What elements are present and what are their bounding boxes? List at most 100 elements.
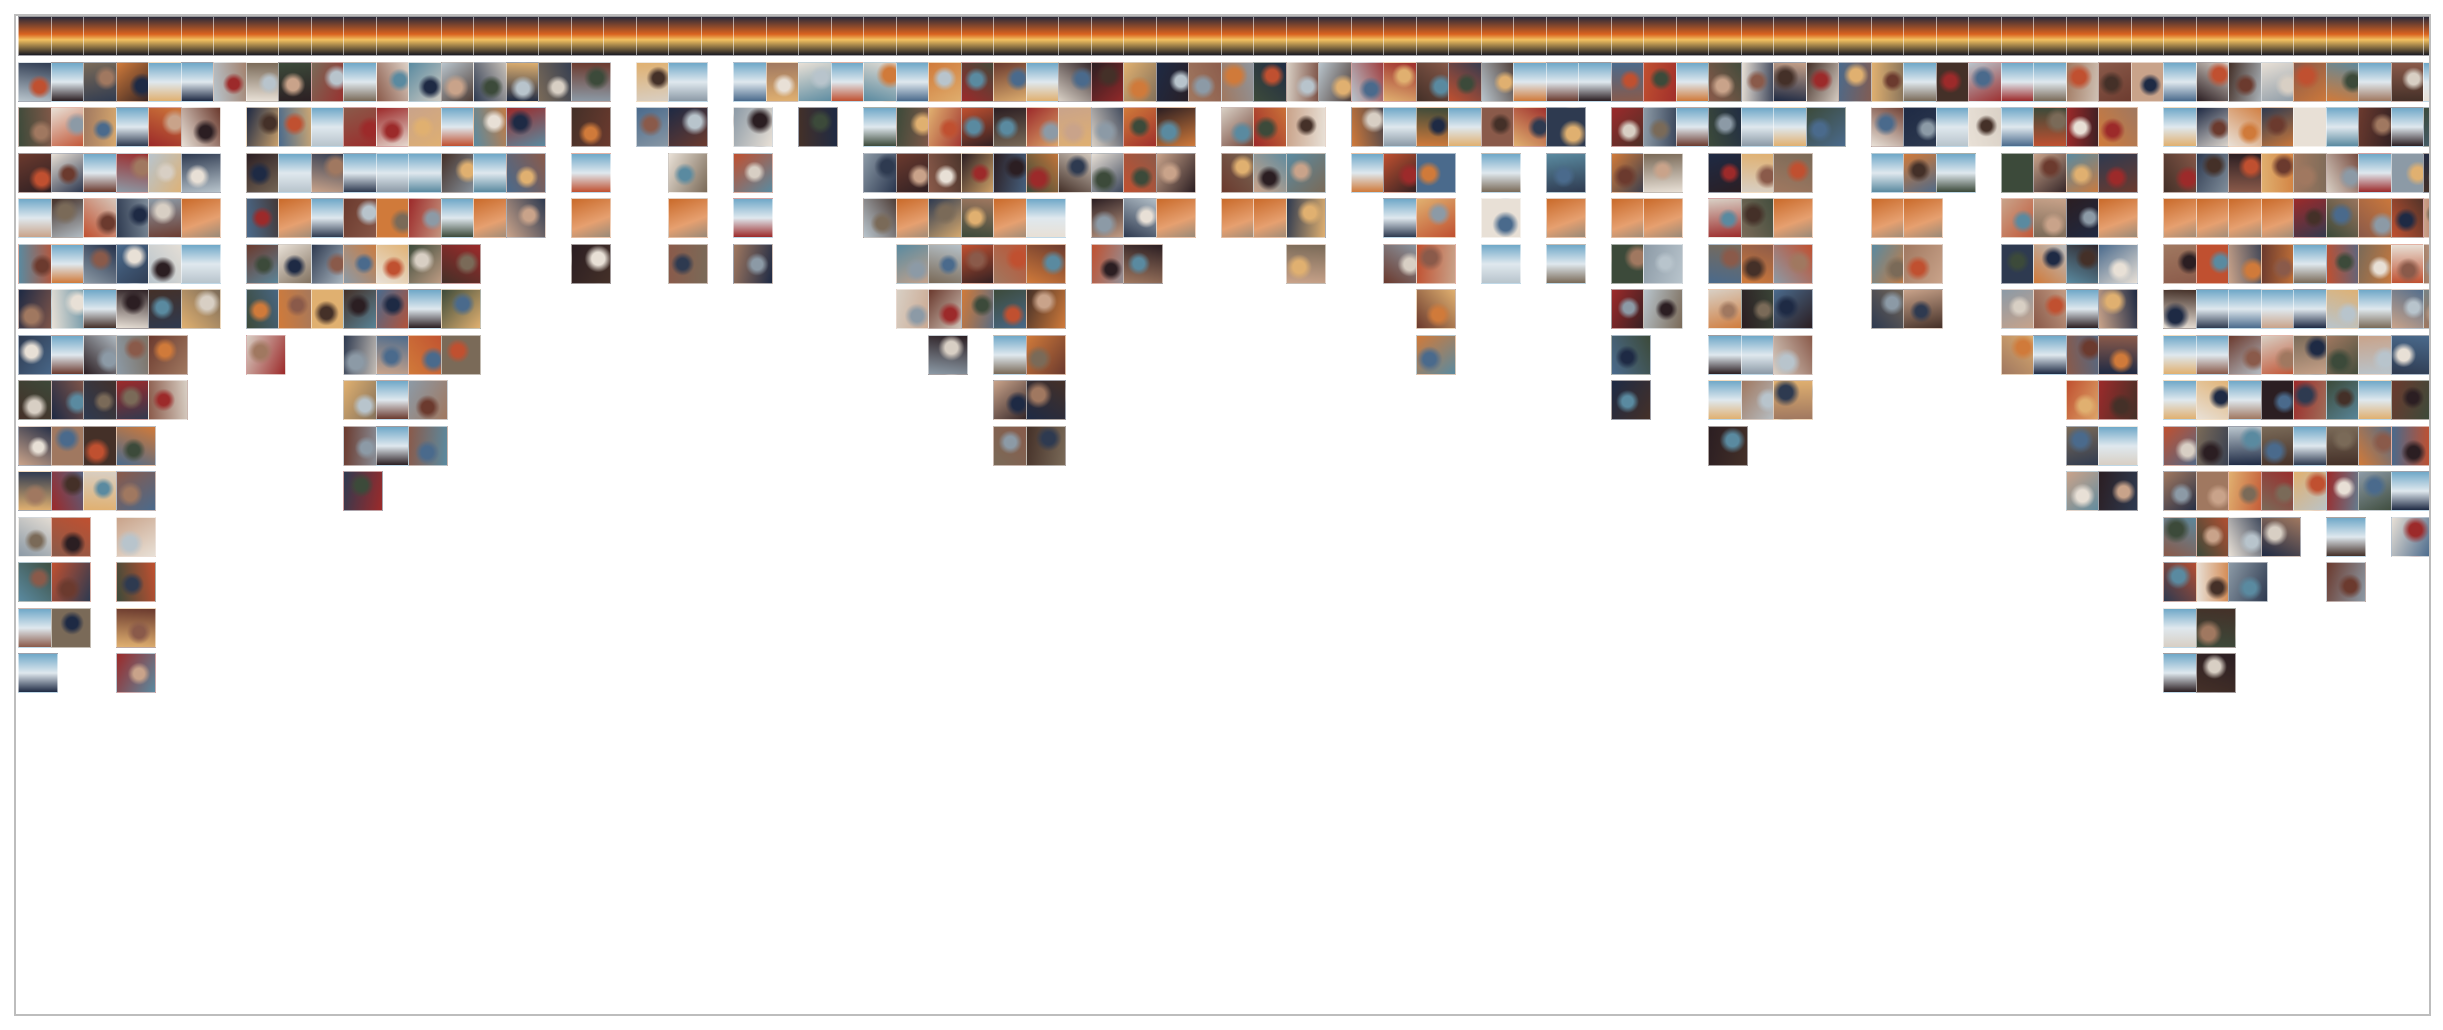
photo-thumbnail[interactable] [50, 607, 91, 648]
photo-thumbnail[interactable] [668, 198, 708, 238]
photo-thumbnail[interactable] [115, 471, 156, 511]
photo-thumbnail[interactable] [1935, 152, 1976, 193]
photo-thumbnail[interactable] [180, 289, 221, 329]
photo-thumbnail[interactable] [1773, 334, 1813, 375]
photo-thumbnail[interactable] [1025, 289, 1066, 329]
photo-thumbnail[interactable] [1123, 243, 1163, 284]
photo-thumbnail[interactable] [570, 152, 611, 193]
photo-thumbnail[interactable] [148, 334, 188, 375]
photo-thumbnail[interactable] [2423, 243, 2429, 284]
photo-thumbnail[interactable] [1545, 107, 1586, 147]
photo-thumbnail[interactable] [1903, 198, 1943, 238]
photo-thumbnail[interactable] [668, 243, 708, 284]
photo-thumbnail[interactable] [1415, 243, 1456, 284]
photo-thumbnail[interactable] [1643, 152, 1683, 193]
photo-thumbnail[interactable] [148, 380, 188, 420]
photo-thumbnail[interactable] [1545, 198, 1586, 238]
photo-thumbnail[interactable] [733, 107, 773, 147]
photo-thumbnail[interactable] [2423, 152, 2429, 193]
photo-thumbnail[interactable] [2423, 198, 2429, 238]
photo-thumbnail[interactable] [1155, 198, 1196, 238]
photo-thumbnail[interactable] [1903, 289, 1943, 329]
photo-thumbnail[interactable] [245, 334, 286, 375]
photo-thumbnail[interactable] [2423, 61, 2429, 102]
photo-thumbnail[interactable] [2423, 289, 2429, 329]
photo-thumbnail[interactable] [1415, 198, 1456, 238]
photo-thumbnail[interactable] [1155, 152, 1196, 193]
photo-thumbnail[interactable] [408, 425, 448, 466]
photo-thumbnail[interactable] [1805, 107, 1846, 147]
photo-thumbnail[interactable] [115, 425, 156, 466]
photo-thumbnail[interactable] [1480, 152, 1521, 193]
photo-thumbnail[interactable] [2390, 425, 2429, 466]
photo-thumbnail[interactable] [1480, 243, 1521, 284]
photo-thumbnail[interactable] [2390, 289, 2429, 329]
photo-thumbnail[interactable] [1643, 289, 1683, 329]
photo-thumbnail[interactable] [115, 607, 156, 648]
photo-thumbnail[interactable] [1773, 152, 1813, 193]
photo-thumbnail[interactable] [115, 516, 156, 557]
photo-thumbnail[interactable] [1545, 243, 1586, 284]
photo-thumbnail[interactable] [1025, 243, 1066, 284]
photo-thumbnail[interactable] [2390, 107, 2429, 147]
photo-thumbnail[interactable] [180, 198, 221, 238]
photo-thumbnail[interactable] [1025, 380, 1066, 420]
photo-thumbnail[interactable] [1773, 289, 1813, 329]
photo-thumbnail[interactable] [440, 334, 481, 375]
photo-thumbnail[interactable] [505, 198, 546, 238]
photo-thumbnail[interactable] [505, 107, 546, 147]
photo-thumbnail[interactable] [733, 243, 773, 284]
photo-thumbnail[interactable] [1025, 334, 1066, 375]
photo-thumbnail[interactable] [1773, 198, 1813, 238]
photo-thumbnail[interactable] [115, 653, 156, 693]
photo-thumbnail[interactable] [2390, 61, 2429, 102]
photo-thumbnail[interactable] [1025, 425, 1066, 466]
photo-thumbnail[interactable] [2098, 107, 2138, 147]
photo-thumbnail[interactable] [2390, 471, 2429, 511]
photo-thumbnail[interactable] [2098, 380, 2138, 420]
photo-thumbnail[interactable] [343, 471, 383, 511]
photo-thumbnail[interactable] [2325, 562, 2366, 602]
photo-thumbnail[interactable] [2098, 334, 2138, 375]
photo-thumbnail[interactable] [2423, 107, 2429, 147]
photo-thumbnail[interactable] [180, 152, 221, 193]
photo-thumbnail[interactable] [2098, 471, 2138, 511]
photo-thumbnail[interactable] [2390, 380, 2429, 420]
photo-thumbnail[interactable] [1773, 243, 1813, 284]
photo-thumbnail[interactable] [1545, 152, 1586, 193]
photo-thumbnail[interactable] [2390, 243, 2429, 284]
photo-thumbnail[interactable] [2325, 516, 2366, 557]
photo-thumbnail[interactable] [1415, 334, 1456, 375]
photo-thumbnail[interactable] [1285, 152, 1326, 193]
photo-thumbnail[interactable] [1285, 243, 1326, 284]
photo-thumbnail[interactable] [2423, 16, 2429, 56]
photo-thumbnail[interactable] [570, 243, 611, 284]
photo-thumbnail[interactable] [570, 107, 611, 147]
photo-thumbnail[interactable] [440, 243, 481, 284]
photo-thumbnail[interactable] [2098, 289, 2138, 329]
photo-thumbnail[interactable] [1285, 107, 1326, 147]
photo-thumbnail[interactable] [2098, 198, 2138, 238]
photo-thumbnail[interactable] [1708, 425, 1748, 466]
photo-thumbnail[interactable] [1415, 152, 1456, 193]
photo-thumbnail[interactable] [180, 243, 221, 284]
photo-thumbnail[interactable] [2260, 516, 2301, 557]
photo-thumbnail[interactable] [1285, 198, 1326, 238]
photo-thumbnail[interactable] [2390, 516, 2429, 557]
photo-thumbnail[interactable] [798, 107, 838, 147]
photo-thumbnail[interactable] [1903, 243, 1943, 284]
photo-thumbnail[interactable] [1610, 380, 1651, 420]
photo-thumbnail[interactable] [50, 516, 91, 557]
photo-thumbnail[interactable] [1643, 243, 1683, 284]
photo-thumbnail[interactable] [505, 152, 546, 193]
photo-thumbnail[interactable] [1415, 289, 1456, 329]
photo-thumbnail[interactable] [1155, 107, 1196, 147]
photo-thumbnail[interactable] [2390, 334, 2429, 375]
photo-thumbnail[interactable] [733, 198, 773, 238]
photo-thumbnail[interactable] [1643, 198, 1683, 238]
photo-thumbnail[interactable] [668, 152, 708, 193]
photo-thumbnail[interactable] [668, 61, 708, 102]
photo-thumbnail[interactable] [1025, 198, 1066, 238]
photo-thumbnail[interactable] [180, 107, 221, 147]
photo-thumbnail[interactable] [1773, 380, 1813, 420]
